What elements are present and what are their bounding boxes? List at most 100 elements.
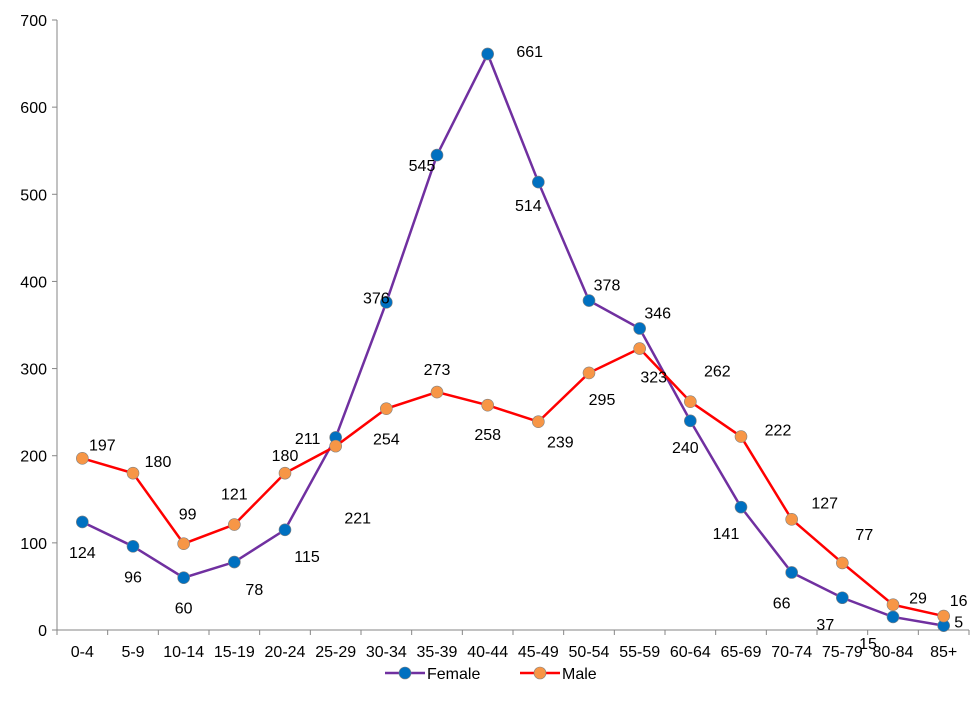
series-female xyxy=(76,47,950,632)
y-tick-label: 200 xyxy=(20,449,47,466)
data-point-male xyxy=(76,452,89,465)
data-point-male xyxy=(785,513,798,526)
data-label-male: 180 xyxy=(145,454,172,471)
data-point-male xyxy=(684,395,697,408)
data-label-female: 15 xyxy=(859,636,877,653)
x-tick-label: 40-44 xyxy=(467,644,508,661)
data-label-male: 121 xyxy=(221,487,248,504)
data-point-female xyxy=(278,523,292,537)
x-tick-label: 65-69 xyxy=(721,644,762,661)
data-label-female: 514 xyxy=(515,198,542,215)
data-label-female: 78 xyxy=(245,582,263,599)
data-label-female: 37 xyxy=(816,617,834,634)
x-tick-label: 25-29 xyxy=(315,644,356,661)
x-tick-label: 5-9 xyxy=(121,644,144,661)
data-label-male: 29 xyxy=(909,591,927,608)
legend-item-male: Male xyxy=(520,666,597,683)
x-tick-label: 10-14 xyxy=(163,644,204,661)
data-point-female xyxy=(76,515,89,529)
y-tick-label: 300 xyxy=(20,362,47,379)
data-label-male: 262 xyxy=(704,364,731,381)
data-label-female: 545 xyxy=(409,158,436,175)
data-label-female: 378 xyxy=(594,278,621,295)
data-point-female xyxy=(126,540,140,553)
y-tick-label: 700 xyxy=(20,13,47,30)
axes: 0 100 200 300 400 500 600 700 0-4 5-9 10-14 15-19 20… xyxy=(20,13,970,661)
data-label-male: 127 xyxy=(811,495,838,512)
data-point-female xyxy=(582,294,596,307)
data-label-male: 239 xyxy=(547,435,574,452)
y-tick-label: 500 xyxy=(20,187,47,204)
y-tick-label: 400 xyxy=(20,274,47,291)
data-label-male: 211 xyxy=(295,431,321,448)
data-label-male: 16 xyxy=(950,593,968,610)
data-point-female xyxy=(177,571,190,585)
data-point-male xyxy=(734,430,748,443)
x-tick-label: 85+ xyxy=(930,644,957,661)
data-label-male: 222 xyxy=(765,423,792,440)
data-label-female: 141 xyxy=(713,526,740,543)
data-label-female: 60 xyxy=(175,601,193,618)
data-point-female xyxy=(430,148,444,162)
data-label-male: 273 xyxy=(424,362,451,379)
data-point-female xyxy=(228,555,241,569)
data-point-male xyxy=(633,342,646,355)
data-label-female: 5 xyxy=(954,615,963,632)
y-tick-label: 0 xyxy=(38,623,47,640)
data-point-female xyxy=(633,322,646,335)
series-line-male xyxy=(81,347,944,618)
data-label-female: 346 xyxy=(644,305,671,322)
x-tick-label: 45-49 xyxy=(518,644,559,661)
data-label-female: 661 xyxy=(516,44,543,61)
legend-label: Male xyxy=(562,666,597,683)
data-label-female: 240 xyxy=(672,440,699,457)
x-tick-label: 30-34 xyxy=(366,644,407,661)
data-point-male xyxy=(329,439,342,453)
data-point-female xyxy=(481,47,494,61)
legend-item-female: Female xyxy=(385,666,480,683)
data-point-female xyxy=(684,414,697,428)
data-point-female xyxy=(380,296,393,309)
data-point-male xyxy=(228,518,241,531)
x-tick-label: 35-39 xyxy=(417,644,458,661)
data-point-male xyxy=(886,598,900,612)
x-tick-label: 0-4 xyxy=(71,644,94,661)
data-point-female xyxy=(734,500,748,514)
data-label-female: 376 xyxy=(363,290,390,307)
x-tick-label: 60-64 xyxy=(670,644,711,661)
data-point-female xyxy=(785,566,798,579)
data-point-male xyxy=(126,466,140,480)
data-point-male xyxy=(481,398,494,412)
legend-marker xyxy=(533,666,547,680)
data-point-male xyxy=(582,366,596,380)
data-point-male xyxy=(278,466,292,480)
data-label-male: 254 xyxy=(373,432,400,449)
x-tick-label: 55-59 xyxy=(619,644,660,661)
data-point-female xyxy=(532,175,545,189)
data-label-male: 99 xyxy=(179,507,197,524)
series-layer xyxy=(76,47,950,632)
data-point-female xyxy=(836,591,849,605)
legend-marker xyxy=(398,666,412,680)
x-tick-label: 75-79 xyxy=(822,644,863,661)
data-point-male xyxy=(836,556,849,570)
data-label-male: 197 xyxy=(89,437,116,454)
data-label-female: 124 xyxy=(69,545,96,562)
data-label-male: 180 xyxy=(272,448,299,465)
data-labels: 124 96 60 78 115 221 376 545 661 514 378 346 240 141 6… xyxy=(69,44,968,653)
data-label-male: 295 xyxy=(589,392,616,409)
data-point-female xyxy=(886,610,900,624)
data-point-male xyxy=(177,537,190,551)
legend: Female Male xyxy=(385,666,597,683)
data-label-female: 115 xyxy=(294,549,320,566)
data-label-female: 96 xyxy=(124,569,142,586)
x-tick-label: 20-24 xyxy=(265,644,306,661)
x-tick-label: 80-84 xyxy=(873,644,914,661)
series-male xyxy=(76,342,950,623)
series-line-female xyxy=(81,50,944,627)
data-label-male: 77 xyxy=(855,527,873,544)
data-label-female: 221 xyxy=(344,510,371,527)
x-tick-label: 70-74 xyxy=(771,644,812,661)
y-tick-label: 600 xyxy=(20,100,47,117)
